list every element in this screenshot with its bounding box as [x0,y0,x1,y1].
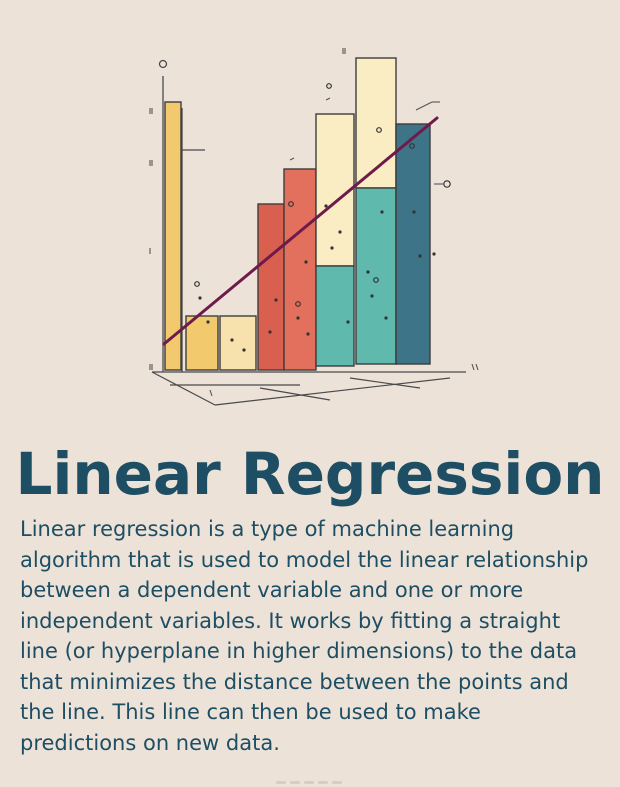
description-line: between a dependent variable and one or … [20,578,524,602]
description-line: that minimizes the distance between the … [20,669,569,694]
regression-illustration [149,48,479,406]
page-title: Linear Regression [15,440,605,508]
carousel-indicator [276,781,346,785]
bar-4 [257,203,285,371]
carousel-dot [332,781,342,784]
bar-8 [395,123,431,365]
bar-5 [283,168,317,371]
description-line: independent variables. It works by fitti… [20,608,561,633]
bars [164,57,431,371]
data-points [198,204,436,352]
bar-3 [219,315,257,371]
decorative-marks [149,48,479,397]
description-line: line (or hyperplane in higher dimensions… [20,639,578,663]
description-line: Linear regression is a type of machine l… [20,517,515,541]
bar-6-bottom [315,265,355,367]
description-paragraph: Linear regression is a type of machine l… [20,514,612,758]
carousel-dot [318,781,328,784]
carousel-dot [276,781,286,784]
description-line: predictions on new data. [20,730,280,755]
description-line: algorithm that is used to model the line… [20,547,589,572]
data-rings [194,83,451,307]
carousel-dot [304,781,314,784]
description-line: the line. This line can then be used to … [20,700,481,724]
carousel-dot [290,781,300,784]
floor-grid [151,371,466,406]
bar-7-bottom [355,187,397,365]
bar-7-top [355,57,397,189]
regression-line [162,116,439,346]
bar-2 [185,315,219,371]
bar-1 [164,101,182,371]
